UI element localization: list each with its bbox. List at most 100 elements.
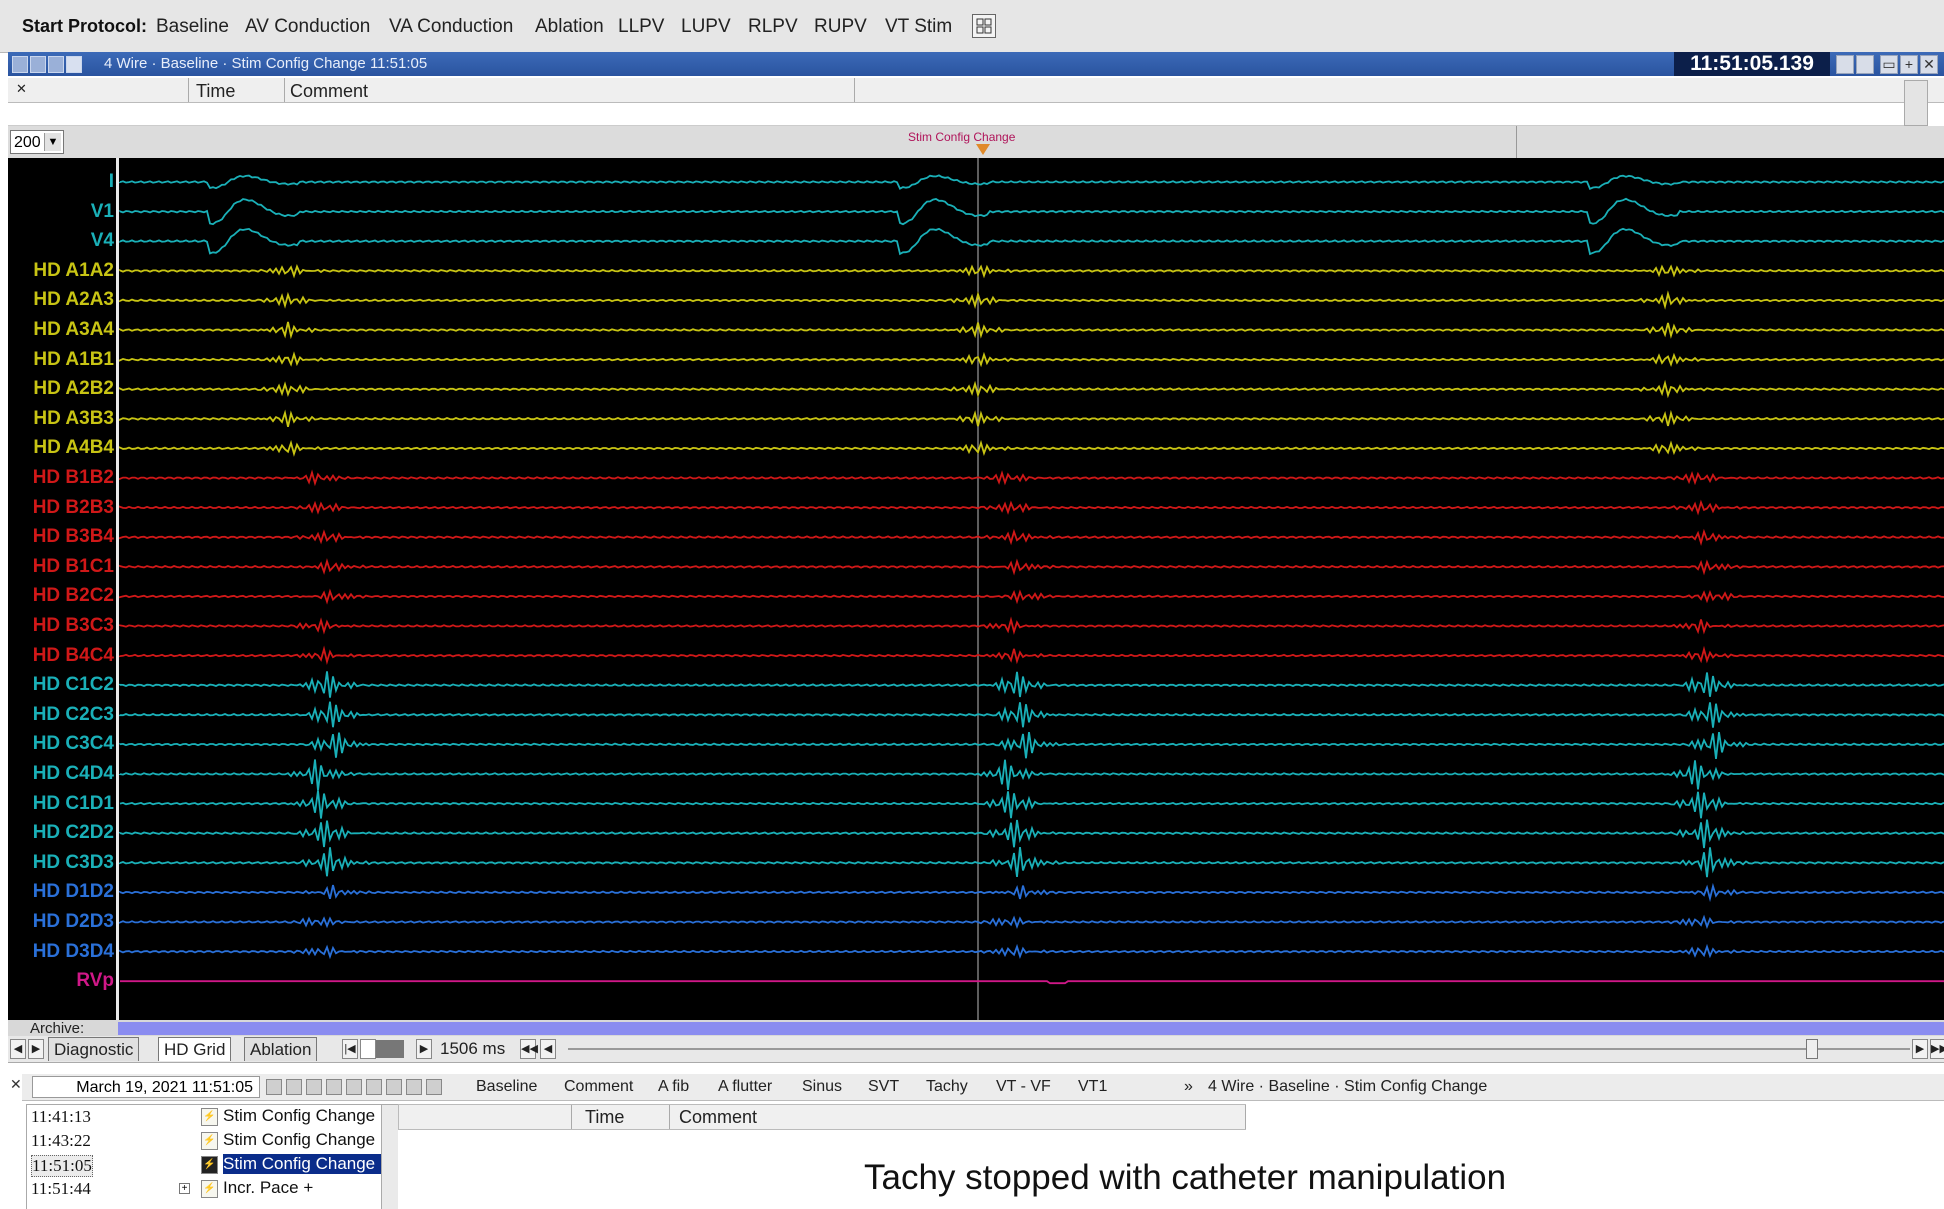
tab-next-icon[interactable]: ▶ — [28, 1039, 44, 1059]
fast-forward-icon[interactable]: ▶▶ — [1930, 1039, 1944, 1059]
time-column-header[interactable]: Time — [196, 81, 236, 101]
stop-icon[interactable] — [48, 56, 64, 73]
channel-label[interactable]: HD B4C4 — [32, 644, 114, 666]
event-date-field[interactable]: March 19, 2021 11:51:05 — [32, 1076, 260, 1098]
event-list-scrollbar[interactable] — [381, 1105, 398, 1209]
list-icon[interactable] — [386, 1079, 402, 1095]
channel-label[interactable]: HD A4B4 — [33, 437, 114, 459]
channel-label[interactable]: V4 — [90, 230, 114, 252]
step-forward-icon[interactable]: ▶ — [1912, 1039, 1928, 1059]
pause-icon[interactable] — [66, 56, 82, 73]
expand-icon[interactable]: + — [179, 1183, 190, 1194]
chevron-down-icon[interactable]: ▼ — [44, 133, 61, 151]
sweep-speed-select[interactable]: 200 ▼ — [10, 130, 64, 154]
channel-label[interactable]: HD D3D4 — [32, 940, 114, 962]
channel-label[interactable]: HD C1C2 — [32, 674, 114, 696]
page-track[interactable] — [360, 1039, 376, 1059]
review-slider-thumb[interactable] — [1806, 1039, 1818, 1059]
detail-time-column-header[interactable]: Time — [585, 1107, 625, 1127]
event-marker-icon[interactable] — [976, 144, 990, 155]
channel-label[interactable]: RVp — [76, 970, 114, 992]
event-baseline-button[interactable]: Baseline — [476, 1078, 538, 1095]
comment-row[interactable] — [8, 103, 1904, 126]
protocol-llpv-button[interactable]: LLPV — [618, 16, 665, 37]
edit-icon[interactable] — [366, 1079, 382, 1095]
close-window-icon[interactable]: ✕ — [1920, 55, 1938, 74]
tab-diagnostic[interactable]: Diagnostic — [48, 1037, 140, 1061]
page-slider[interactable] — [376, 1040, 404, 1058]
tab-ablation[interactable]: Ablation — [244, 1037, 318, 1061]
protocol-av-conduction-button[interactable]: AV Conduction — [245, 16, 371, 37]
channel-label[interactable]: HD C3D3 — [32, 851, 114, 873]
channel-label[interactable]: HD C1D1 — [32, 792, 114, 814]
close-comments-icon[interactable]: ✕ — [16, 81, 27, 96]
event-aflutter-button[interactable]: A flutter — [718, 1078, 773, 1095]
channel-label[interactable]: HD C4D4 — [32, 763, 114, 784]
event-comment-button[interactable]: Comment — [564, 1078, 634, 1095]
comment-column-header[interactable]: Comment — [290, 81, 369, 101]
channel-label[interactable]: HD B3B4 — [32, 526, 114, 548]
channel-label[interactable]: HD A3A4 — [33, 319, 114, 340]
return-icon[interactable] — [346, 1079, 362, 1095]
event-marker-label[interactable]: Stim Config Change — [908, 130, 1016, 144]
channel-label[interactable]: HD A1B1 — [33, 348, 114, 370]
trigger-icon[interactable] — [30, 56, 46, 73]
rewind-icon[interactable]: ◀◀ — [520, 1039, 538, 1059]
protocol-rlpv-button[interactable]: RLPV — [748, 16, 798, 37]
cut-icon[interactable] — [426, 1079, 442, 1095]
review-slider-track[interactable] — [568, 1048, 1910, 1050]
channel-label[interactable]: HD A2B2 — [33, 378, 114, 400]
signal-traces[interactable] — [8, 158, 1944, 1020]
protocol-baseline-button[interactable]: Baseline — [156, 16, 229, 37]
detail-comment-column-header[interactable]: Comment — [679, 1107, 758, 1127]
marker-icon[interactable] — [286, 1079, 302, 1095]
event-svt-button[interactable]: SVT — [868, 1078, 900, 1095]
event-vt1-button[interactable]: VT1 — [1078, 1078, 1108, 1095]
page-next-icon[interactable]: ▶ — [416, 1039, 432, 1059]
window-option-icon[interactable] — [1836, 55, 1854, 74]
tab-prev-icon[interactable]: ◀ — [10, 1039, 26, 1059]
protocol-ablation-button[interactable]: Ablation — [535, 16, 604, 37]
page-first-icon[interactable]: |◀ — [342, 1039, 358, 1059]
channel-label[interactable]: HD B1B2 — [32, 467, 114, 488]
channel-label[interactable]: HD C2C3 — [32, 703, 114, 725]
channel-label[interactable]: HD D1D2 — [32, 881, 114, 903]
close-events-icon[interactable]: ✕ — [10, 1076, 22, 1092]
list-item[interactable]: 11:43:22 ⚡ Stim Config Change — [27, 1129, 397, 1153]
channel-label[interactable]: HD A1A2 — [33, 259, 114, 281]
protocol-va-conduction-button[interactable]: VA Conduction — [389, 16, 514, 37]
more-events-icon[interactable]: » — [1184, 1078, 1193, 1095]
channel-label[interactable]: HD B3C3 — [32, 615, 114, 636]
protocol-vt-stim-button[interactable]: VT Stim — [885, 16, 953, 37]
zoom-icon[interactable] — [326, 1079, 342, 1095]
channel-label[interactable]: V1 — [90, 200, 114, 222]
channel-label[interactable]: HD B2B3 — [32, 496, 114, 518]
channel-label[interactable]: HD A3B3 — [33, 407, 114, 429]
channel-label[interactable]: HD B1C1 — [32, 555, 114, 577]
record-icon[interactable] — [12, 56, 28, 73]
binoculars-icon[interactable] — [406, 1079, 422, 1095]
layout-grid-icon[interactable] — [972, 14, 996, 38]
channel-label[interactable]: HD B2C2 — [32, 585, 114, 607]
tab-hd-grid[interactable]: HD Grid — [158, 1037, 232, 1061]
list-item[interactable]: 11:41:13 ⚡ Stim Config Change — [27, 1105, 397, 1129]
arrow-icon[interactable] — [306, 1079, 322, 1095]
window-option2-icon[interactable] — [1856, 55, 1874, 74]
step-back-icon[interactable]: ◀ — [540, 1039, 556, 1059]
event-vt-vf-button[interactable]: VT - VF — [996, 1078, 1051, 1095]
list-item[interactable]: 11:51:05 ⚡ Stim Config Change — [27, 1153, 397, 1177]
event-tachy-button[interactable]: Tachy — [926, 1078, 968, 1095]
event-afib-button[interactable]: A fib — [658, 1078, 690, 1095]
comment-scroll-arrows[interactable] — [1904, 80, 1928, 126]
spin-icon[interactable] — [266, 1079, 282, 1095]
restore-icon[interactable]: ▭ — [1880, 55, 1898, 74]
event-sinus-button[interactable]: Sinus — [802, 1078, 843, 1095]
channel-label[interactable]: HD A2A3 — [33, 289, 114, 311]
add-window-icon[interactable]: + — [1900, 55, 1918, 74]
protocol-rupv-button[interactable]: RUPV — [814, 16, 867, 37]
signal-channel-panel[interactable]: I V1 V4 HD A1A2 HD A2A3 HD A3A4 HD A1B1 HD A2B2… — [8, 158, 1944, 1020]
channel-label[interactable]: HD D2D3 — [32, 911, 114, 932]
channel-label[interactable]: I — [108, 171, 114, 192]
archive-timeline[interactable] — [118, 1022, 1944, 1035]
channel-label[interactable]: HD C2D2 — [32, 822, 114, 844]
